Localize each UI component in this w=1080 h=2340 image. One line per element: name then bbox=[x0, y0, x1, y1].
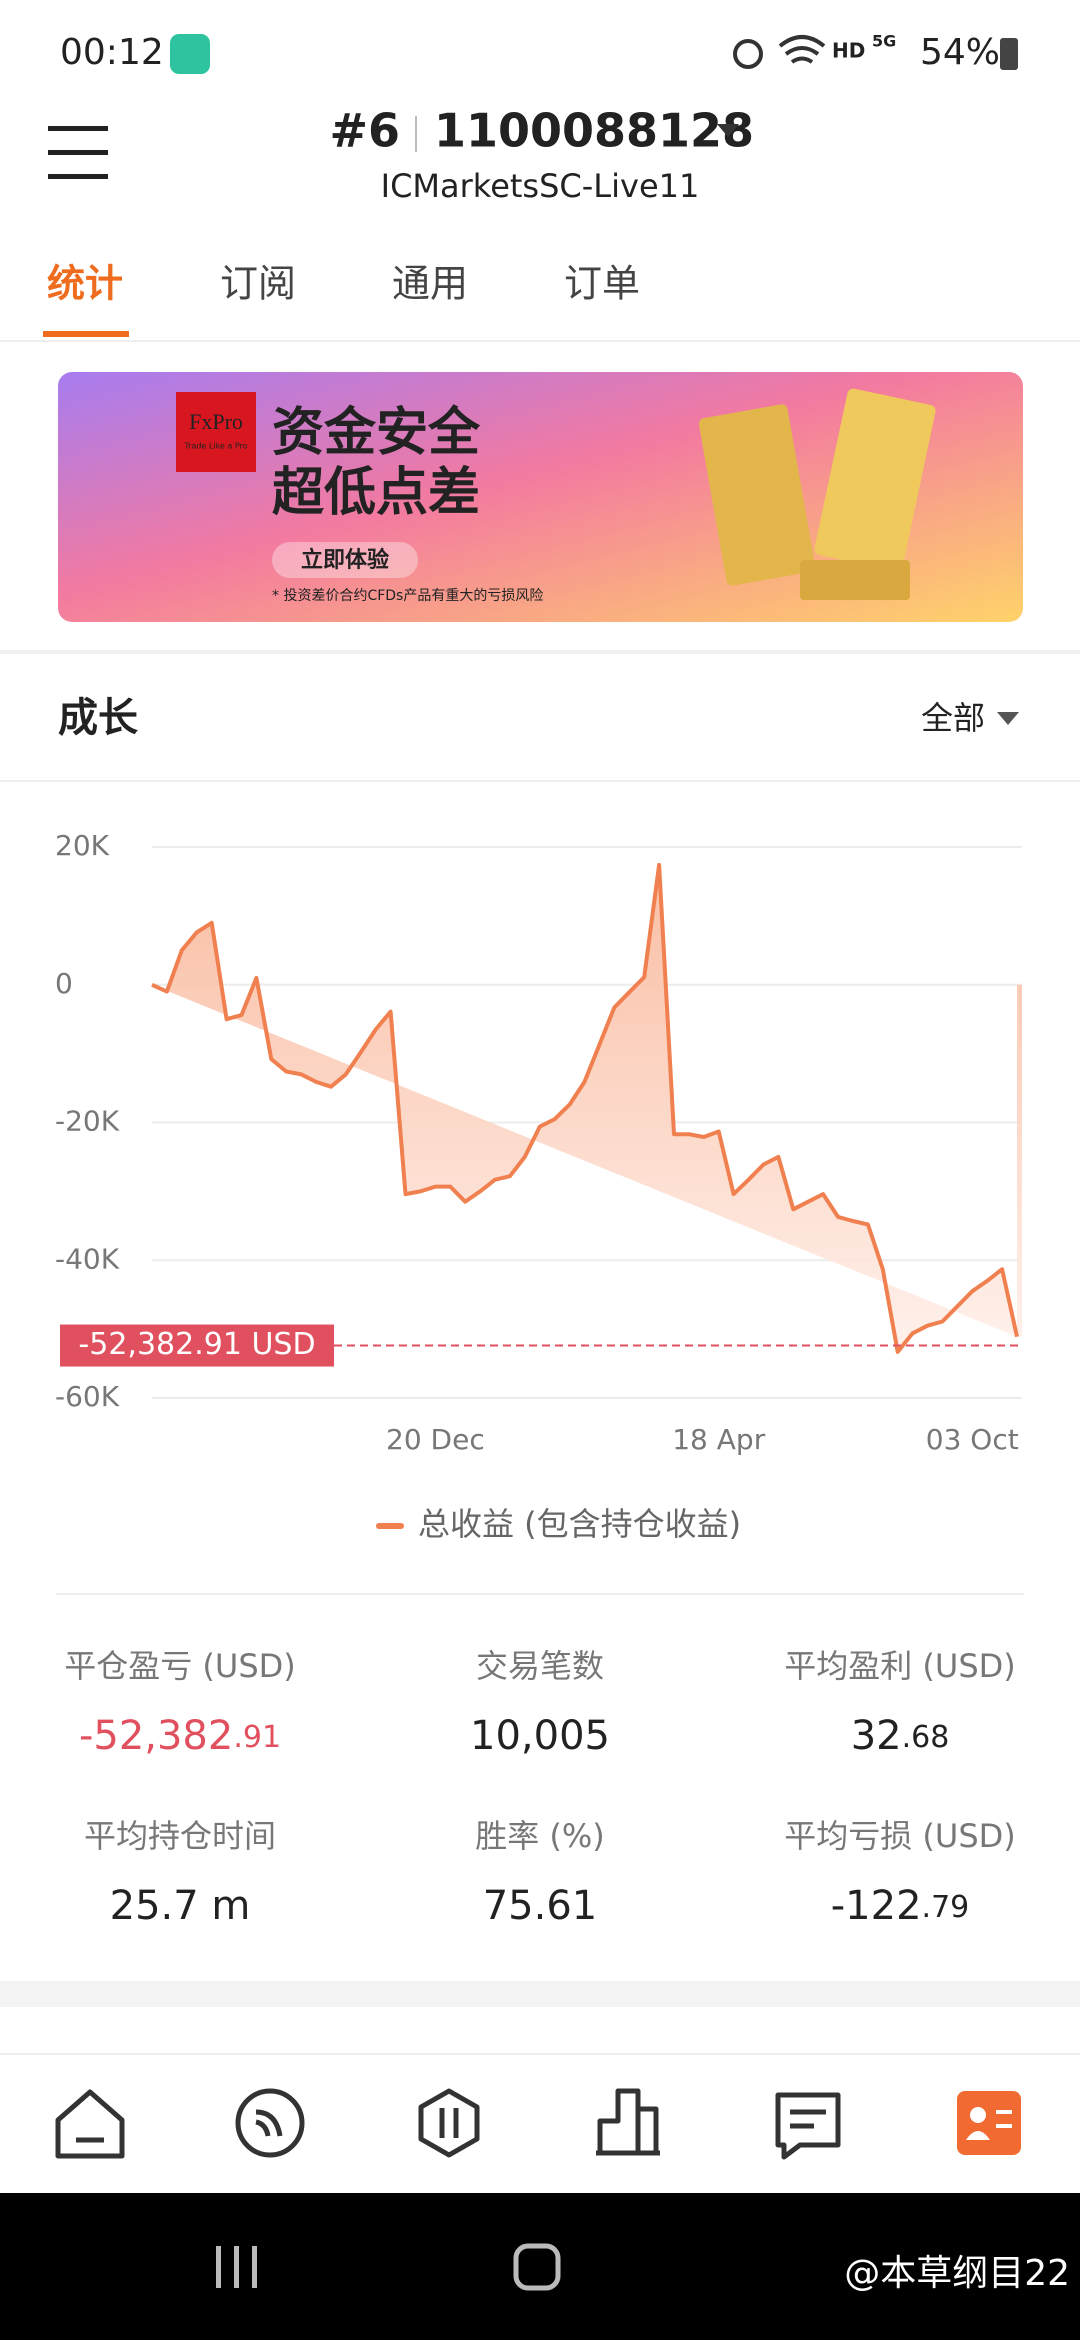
divider bbox=[0, 780, 1080, 782]
stat-label: 平均盈利 (USD) bbox=[784, 1647, 1016, 1685]
filter-button[interactable]: 全部 bbox=[921, 699, 985, 737]
watermark: @本草纲目22 bbox=[844, 2253, 1070, 2294]
stat-value-whole: 75.61 bbox=[483, 1883, 598, 1929]
y-tick-label: 20K bbox=[55, 829, 110, 862]
divider bbox=[56, 1593, 1024, 1595]
server-name: ICMarketsSC-Live11 bbox=[381, 167, 700, 205]
banner-button: 立即体验 bbox=[301, 547, 389, 573]
banner-line1: 资金安全 bbox=[272, 403, 481, 463]
tab[interactable]: 统计 bbox=[47, 262, 123, 306]
stat-value-whole: 10,005 bbox=[470, 1713, 610, 1759]
nav-home[interactable] bbox=[55, 2089, 125, 2159]
nav-recents[interactable] bbox=[216, 2246, 257, 2288]
app-icon bbox=[170, 34, 210, 74]
area bbox=[152, 864, 1022, 1352]
stat-value-fraction: .79 bbox=[922, 1890, 970, 1925]
current-value-box bbox=[60, 1324, 334, 1367]
x-tick-label: 18 Apr bbox=[672, 1423, 765, 1456]
status-net: 5G bbox=[872, 32, 896, 51]
stat-label: 平均持仓时间 bbox=[84, 1817, 276, 1855]
stat-value-whole: 32 bbox=[851, 1713, 902, 1759]
stat-value-whole: -122 bbox=[831, 1883, 922, 1929]
stats: 平仓盈亏 (USD) -52,382.91 交易笔数 10,005 平均盈利 (USD)… bbox=[64, 1647, 1016, 1929]
divider bbox=[0, 340, 1080, 342]
tab[interactable]: 订单 bbox=[564, 262, 640, 306]
stat-value: 75.61 bbox=[483, 1883, 598, 1929]
stat-value: 10,005 bbox=[470, 1713, 610, 1759]
account-dropdown[interactable] bbox=[717, 124, 739, 137]
stat-label: 平仓盈亏 (USD) bbox=[64, 1647, 296, 1685]
nav-trade[interactable] bbox=[418, 2088, 480, 2158]
banner-tagline: Trade Like a Pro bbox=[183, 442, 247, 451]
x-tick-label: 03 Oct bbox=[926, 1423, 1019, 1456]
chart: 20K 0 -20K -40K -60K 20 Dec 18 Apr 03 Oct -52,38… bbox=[55, 829, 1022, 1543]
bottom-nav bbox=[0, 2053, 1080, 2193]
alarm-icon bbox=[733, 39, 763, 69]
banner-brand: FxPro bbox=[189, 409, 243, 434]
y-tick-label: -60K bbox=[55, 1380, 120, 1413]
separator bbox=[415, 116, 417, 152]
menu-button[interactable] bbox=[48, 126, 108, 179]
section-title: 成长 bbox=[58, 695, 138, 741]
stat-value: 32.68 bbox=[851, 1713, 950, 1759]
nav-charts[interactable] bbox=[596, 2088, 660, 2156]
stat-label: 平均亏损 (USD) bbox=[784, 1817, 1016, 1855]
nav-feed[interactable] bbox=[235, 2088, 305, 2158]
stat-value-fraction: .91 bbox=[233, 1720, 281, 1755]
tab[interactable]: 通用 bbox=[392, 262, 468, 306]
nav-home-system[interactable] bbox=[513, 2243, 561, 2291]
stat-value-whole: 25.7 m bbox=[110, 1883, 251, 1929]
stat-value-whole: -52,382 bbox=[79, 1713, 233, 1759]
stat-label: 交易笔数 bbox=[476, 1647, 604, 1685]
stat-value-fraction: .68 bbox=[902, 1720, 950, 1755]
banner-line2: 超低点差 bbox=[272, 463, 480, 523]
legend-label: 总收益 (包含持仓收益) bbox=[418, 1505, 741, 1543]
banner[interactable]: FxPro Trade Like a Pro 资金安全 超低点差 立即体验 * … bbox=[58, 372, 1023, 622]
status-battery: 54% bbox=[920, 32, 1000, 73]
divider bbox=[0, 1981, 1080, 2007]
battery-icon bbox=[1000, 38, 1018, 70]
system-nav bbox=[0, 2193, 1080, 2340]
stat-label: 胜率 (%) bbox=[475, 1817, 605, 1855]
divider bbox=[0, 2053, 1080, 2055]
account-index: #6 bbox=[329, 104, 400, 158]
tab[interactable]: 订阅 bbox=[220, 262, 296, 306]
status-time: 00:12 bbox=[60, 32, 164, 73]
y-tick-label: -20K bbox=[55, 1105, 120, 1138]
tab-indicator bbox=[43, 331, 129, 337]
stat-value: 25.7 m bbox=[110, 1883, 251, 1929]
stat-value: -52,382.91 bbox=[79, 1713, 281, 1759]
legend-swatch bbox=[376, 1523, 404, 1529]
status-hd: HD bbox=[832, 39, 865, 63]
account-number[interactable]: 1100088128 bbox=[434, 104, 754, 158]
nav-profile[interactable] bbox=[957, 2091, 1021, 2155]
divider bbox=[0, 650, 1080, 654]
wifi-icon bbox=[778, 35, 826, 64]
nav-messages[interactable] bbox=[775, 2092, 841, 2160]
banner-disclaimer: * 投资差价合约CFDs产品有重大的亏损风险 bbox=[272, 588, 543, 604]
y-tick-label: -40K bbox=[55, 1242, 120, 1275]
stat-value: -122.79 bbox=[831, 1883, 970, 1929]
filter-arrow[interactable] bbox=[997, 712, 1019, 725]
y-tick-label: 0 bbox=[55, 967, 73, 1000]
x-tick-label: 20 Dec bbox=[386, 1423, 485, 1456]
line bbox=[151, 862, 1019, 1354]
current-value-label: -52,382.91 USD bbox=[78, 1327, 315, 1362]
